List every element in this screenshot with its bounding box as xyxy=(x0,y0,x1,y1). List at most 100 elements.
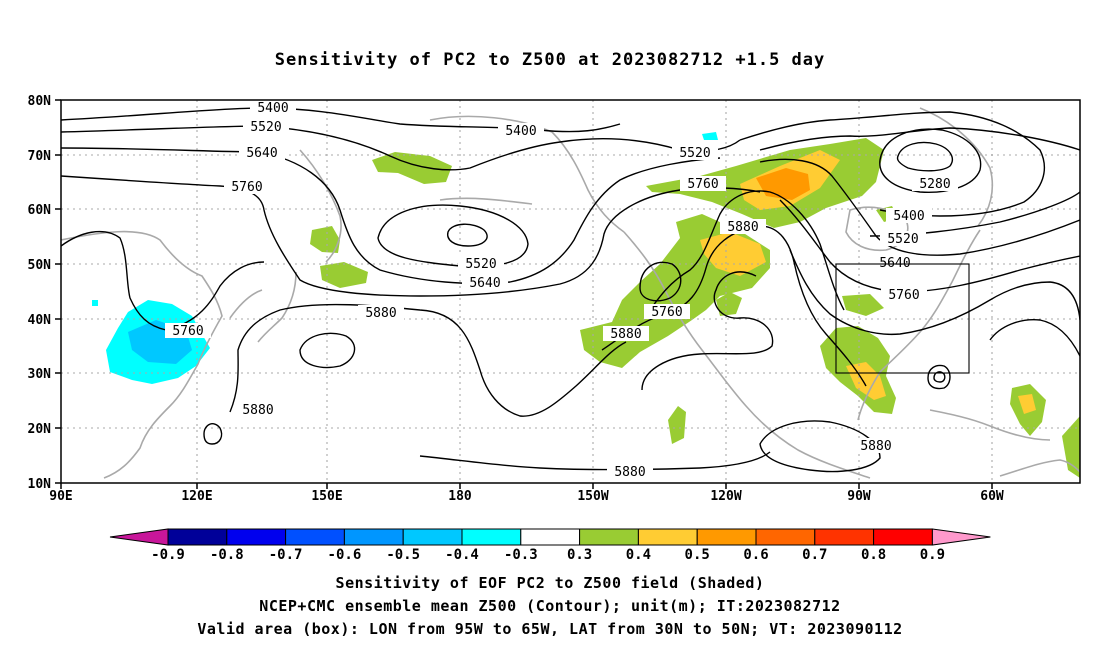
contour-label: 5520 xyxy=(458,256,504,272)
caption-line-1: Sensitivity of EOF PC2 to Z500 field (Sh… xyxy=(335,574,765,592)
colorbar-label: -0.4 xyxy=(445,547,479,563)
svg-text:5520: 5520 xyxy=(465,257,496,272)
contour-label: 5520 xyxy=(243,119,289,135)
coast-south-america xyxy=(999,459,1080,477)
lat-label: 50N xyxy=(28,258,52,273)
contour-5760-west xyxy=(61,175,761,297)
contour-aleutian-low xyxy=(377,204,529,268)
caption-line-2: NCEP+CMC ensemble mean Z500 (Contour); u… xyxy=(259,597,841,615)
contour-label: 5520 xyxy=(880,231,926,247)
svg-text:5400: 5400 xyxy=(505,124,536,139)
svg-text:5880: 5880 xyxy=(610,327,641,342)
lon-label: 120E xyxy=(181,489,212,504)
colorbar-arrow-left xyxy=(109,528,169,546)
valid-area-box xyxy=(835,263,970,374)
colorbar-label: 0.9 xyxy=(920,547,945,563)
coast-asia xyxy=(61,230,223,479)
contour-west-trough xyxy=(61,230,265,331)
svg-text:5760: 5760 xyxy=(687,177,718,192)
shade-positive-kamchatka xyxy=(310,226,340,253)
colorbar-box xyxy=(873,528,933,546)
map-title: Sensitivity of PC2 to Z500 at 2023082712… xyxy=(274,50,826,70)
coast-greenland xyxy=(919,107,994,227)
contour-atlantic-high xyxy=(989,319,1080,357)
shade-mid-valid-box xyxy=(846,362,1036,414)
contour-5880-caribbean xyxy=(759,420,881,473)
svg-text:5520: 5520 xyxy=(887,232,918,247)
colorbar-label: -0.6 xyxy=(328,547,362,563)
contour-label: 5880 xyxy=(603,326,649,342)
shade-positive-kuril xyxy=(320,262,368,288)
colorbar-label: -0.9 xyxy=(151,547,185,563)
contour-label: 5760 xyxy=(881,287,927,303)
contour-mexico-high xyxy=(641,271,774,391)
contour-label: 5400 xyxy=(250,100,296,116)
shade-positive-alaska xyxy=(372,152,452,184)
caption-line-3: Valid area (box): LON from 95W to 65W, L… xyxy=(197,620,903,638)
contour-label: 5400 xyxy=(498,123,544,139)
lon-label: 60W xyxy=(980,489,1004,504)
shade-positive-caribbean xyxy=(1062,416,1080,478)
colorbar-box xyxy=(814,528,875,546)
graticule xyxy=(61,100,1080,483)
colorbar-arrow-right xyxy=(931,528,991,546)
lon-label: 180 xyxy=(448,489,472,504)
lat-label: 20N xyxy=(28,422,52,437)
lon-label: 120W xyxy=(710,489,741,504)
lon-label: 150E xyxy=(311,489,342,504)
lat-label: 30N xyxy=(28,367,52,382)
colorbar-label: -0.3 xyxy=(504,547,538,563)
coastlines xyxy=(61,107,1080,479)
contour-label: 5760 xyxy=(224,179,270,195)
svg-text:5400: 5400 xyxy=(893,209,924,224)
colorbar-box xyxy=(343,528,404,546)
svg-text:5760: 5760 xyxy=(651,305,682,320)
colorbar-box xyxy=(402,528,463,546)
coast-caribbean xyxy=(929,409,1051,441)
contour-labels: 5400 5520 5640 5760 5400 5520 5760 5880 … xyxy=(165,100,958,480)
z500-contours xyxy=(61,107,1080,473)
svg-text:5880: 5880 xyxy=(860,439,891,454)
svg-text:5880: 5880 xyxy=(365,306,396,321)
lon-tick-labels: 90E 120E 150E 180 150W 120W 90W 60W xyxy=(49,489,1004,504)
contour-label: 5880 xyxy=(720,219,766,235)
contour-5880-west xyxy=(229,303,627,417)
contour-label: 5520 xyxy=(672,145,718,161)
shade-positive-mexico-coast xyxy=(668,406,686,444)
contour-label: 5640 xyxy=(239,145,285,161)
contour-label: 5400 xyxy=(886,208,932,224)
contour-label: 5880 xyxy=(607,464,653,480)
colorbar-label: -0.8 xyxy=(210,547,244,563)
contour-5520-west xyxy=(61,125,741,171)
contour-label: 5280 xyxy=(912,176,958,192)
contour-5400-east xyxy=(739,111,1045,217)
contour-5280-low xyxy=(896,141,954,172)
coast-alaska xyxy=(429,115,625,233)
colorbar-label: 0.7 xyxy=(802,547,827,563)
svg-text:5880: 5880 xyxy=(727,220,758,235)
axis-ticks xyxy=(55,99,993,489)
sensitivity-map: 5400 5520 5640 5760 5400 5520 5760 5880 … xyxy=(28,94,1081,563)
svg-text:5640: 5640 xyxy=(469,276,500,291)
colorbar-label: 0.3 xyxy=(567,547,592,563)
contour-label: 5640 xyxy=(462,275,508,291)
lat-tick-labels: 80N 70N 60N 50N 40N 30N 20N 10N xyxy=(28,94,52,492)
contour-5880-south xyxy=(419,451,771,471)
svg-text:5880: 5880 xyxy=(614,465,645,480)
svg-text:5520: 5520 xyxy=(679,146,710,161)
contour-label: 5880 xyxy=(358,305,404,321)
contour-5400-west xyxy=(61,107,621,133)
colorbar-box xyxy=(696,528,757,546)
svg-text:5760: 5760 xyxy=(231,180,262,195)
contour-aleutian-inner xyxy=(447,223,488,247)
colorbar-label: 0.5 xyxy=(685,547,710,563)
shade-positive-great-lakes xyxy=(842,294,884,316)
shade-positive-scattered xyxy=(716,206,898,316)
coast-kamchatka xyxy=(299,149,342,263)
lat-label: 40N xyxy=(28,313,52,328)
colorbar-box xyxy=(226,528,287,546)
coast-north-america-west xyxy=(623,231,871,479)
contour-east-pacific-low xyxy=(639,261,682,302)
coast-korea-japan xyxy=(229,271,297,343)
plot-frame xyxy=(60,99,1081,484)
